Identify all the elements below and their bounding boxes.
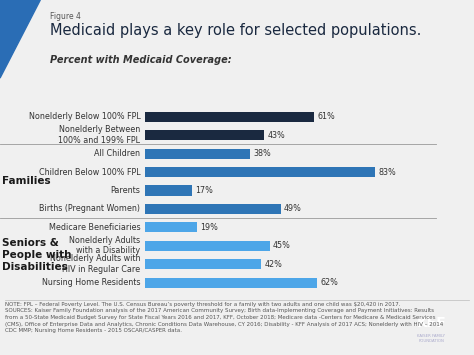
Text: 43%: 43% <box>267 131 285 140</box>
Text: Nursing Home Residents: Nursing Home Residents <box>42 278 140 287</box>
Text: Nonelderly Below 100% FPL: Nonelderly Below 100% FPL <box>28 112 140 121</box>
Text: Children Below 100% FPL: Children Below 100% FPL <box>39 168 140 176</box>
Text: Families: Families <box>2 176 51 186</box>
Bar <box>145 167 375 177</box>
Text: KFF: KFF <box>417 316 446 330</box>
Text: 61%: 61% <box>317 112 335 121</box>
Bar <box>145 241 270 251</box>
Text: Seniors &
People with
Disabilities: Seniors & People with Disabilities <box>2 238 72 272</box>
Text: Medicaid plays a key role for selected populations.: Medicaid plays a key role for selected p… <box>50 23 421 38</box>
Text: Births (Pregnant Women): Births (Pregnant Women) <box>39 204 140 213</box>
Text: Medicare Beneficiaries: Medicare Beneficiaries <box>49 223 140 232</box>
Text: 38%: 38% <box>254 149 271 158</box>
Bar <box>145 259 261 269</box>
Bar <box>145 222 197 233</box>
Text: 17%: 17% <box>195 186 213 195</box>
Text: Nonelderly Adults with
HIV in Regular Care: Nonelderly Adults with HIV in Regular Ca… <box>50 255 140 274</box>
Text: 62%: 62% <box>320 278 338 287</box>
Text: KAISER FAMILY
FOUNDATION: KAISER FAMILY FOUNDATION <box>417 334 446 343</box>
Text: All Children: All Children <box>94 149 140 158</box>
Bar <box>145 112 314 122</box>
Text: 45%: 45% <box>273 241 291 250</box>
Text: 83%: 83% <box>378 168 396 176</box>
Bar <box>145 278 317 288</box>
Bar <box>145 185 192 196</box>
Text: Parents: Parents <box>110 186 140 195</box>
Text: Percent with Medicaid Coverage:: Percent with Medicaid Coverage: <box>50 55 231 65</box>
Text: 49%: 49% <box>284 204 302 213</box>
Bar <box>145 130 264 140</box>
Text: Nonelderly Adults
with a Disability: Nonelderly Adults with a Disability <box>69 236 140 256</box>
Bar <box>145 204 281 214</box>
Text: Figure 4: Figure 4 <box>50 12 81 21</box>
Text: NOTE: FPL – Federal Poverty Level. The U.S. Census Bureau’s poverty threshold fo: NOTE: FPL – Federal Poverty Level. The U… <box>5 302 443 333</box>
Text: 42%: 42% <box>264 260 283 269</box>
Text: Nonelderly Between
100% and 199% FPL: Nonelderly Between 100% and 199% FPL <box>58 126 140 145</box>
Text: 19%: 19% <box>201 223 219 232</box>
Bar <box>145 148 250 159</box>
